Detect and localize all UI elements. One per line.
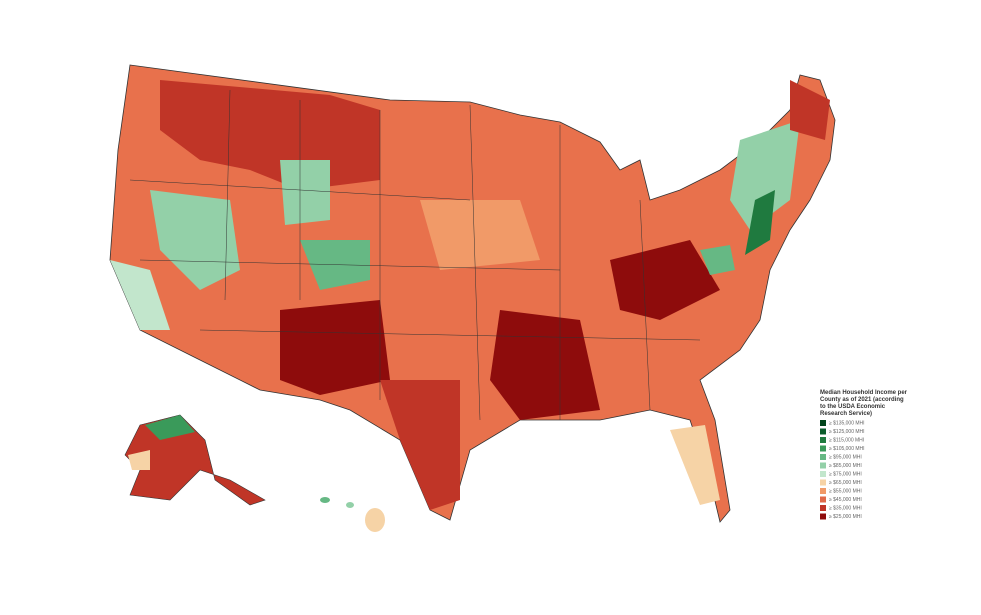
legend-swatch — [820, 462, 826, 469]
patch — [745, 190, 775, 255]
legend-swatch — [820, 420, 826, 426]
legend-swatch — [820, 445, 826, 452]
legend-swatch — [820, 454, 826, 460]
legend-swatch — [820, 437, 826, 443]
legend-label: ≥ $35,000 MHI — [829, 505, 862, 511]
patch — [300, 240, 370, 290]
hawaii — [320, 497, 385, 532]
island — [346, 502, 354, 508]
legend-label: ≥ $55,000 MHI — [829, 488, 862, 494]
legend-label: ≥ $125,000 MHI — [829, 429, 865, 435]
legend-swatch — [820, 471, 826, 477]
island — [320, 497, 330, 503]
patch — [730, 120, 800, 230]
patch — [145, 415, 195, 440]
state-borders — [129, 89, 701, 421]
legend-label: ≥ $105,000 MHI — [829, 446, 865, 452]
income-patches — [110, 80, 830, 510]
patch — [380, 380, 460, 510]
patch — [110, 260, 170, 330]
legend-swatch — [820, 488, 826, 494]
contiguous-us — [109, 64, 836, 523]
alaska — [124, 414, 266, 506]
legend-label: ≥ $25,000 MHI — [829, 514, 862, 520]
patch — [280, 300, 390, 395]
legend-label: ≥ $115,000 MHI — [829, 437, 864, 443]
island — [365, 508, 385, 532]
legend-label: ≥ $65,000 MHI — [829, 480, 862, 486]
legend-swatch — [820, 496, 826, 503]
patch — [610, 240, 720, 320]
legend-label: ≥ $135,000 MHI — [829, 420, 865, 426]
patch — [280, 160, 330, 225]
legend-label: ≥ $75,000 MHI — [829, 471, 862, 477]
patch — [700, 245, 735, 275]
legend-swatch — [820, 479, 826, 486]
patch — [128, 450, 150, 470]
legend-label: ≥ $45,000 MHI — [829, 497, 862, 503]
legend-label: ≥ $95,000 MHI — [829, 454, 862, 460]
legend: Median Household Income per County as of … — [820, 390, 908, 520]
patch — [670, 425, 720, 505]
patch — [420, 200, 540, 270]
patch — [790, 80, 830, 140]
legend-title: Median Household Income per County as of … — [820, 390, 908, 417]
legend-swatch — [820, 428, 826, 435]
legend-label: ≥ $85,000 MHI — [829, 463, 862, 469]
patch — [150, 190, 240, 290]
legend-swatch — [820, 513, 826, 520]
legend-swatch — [820, 505, 826, 511]
